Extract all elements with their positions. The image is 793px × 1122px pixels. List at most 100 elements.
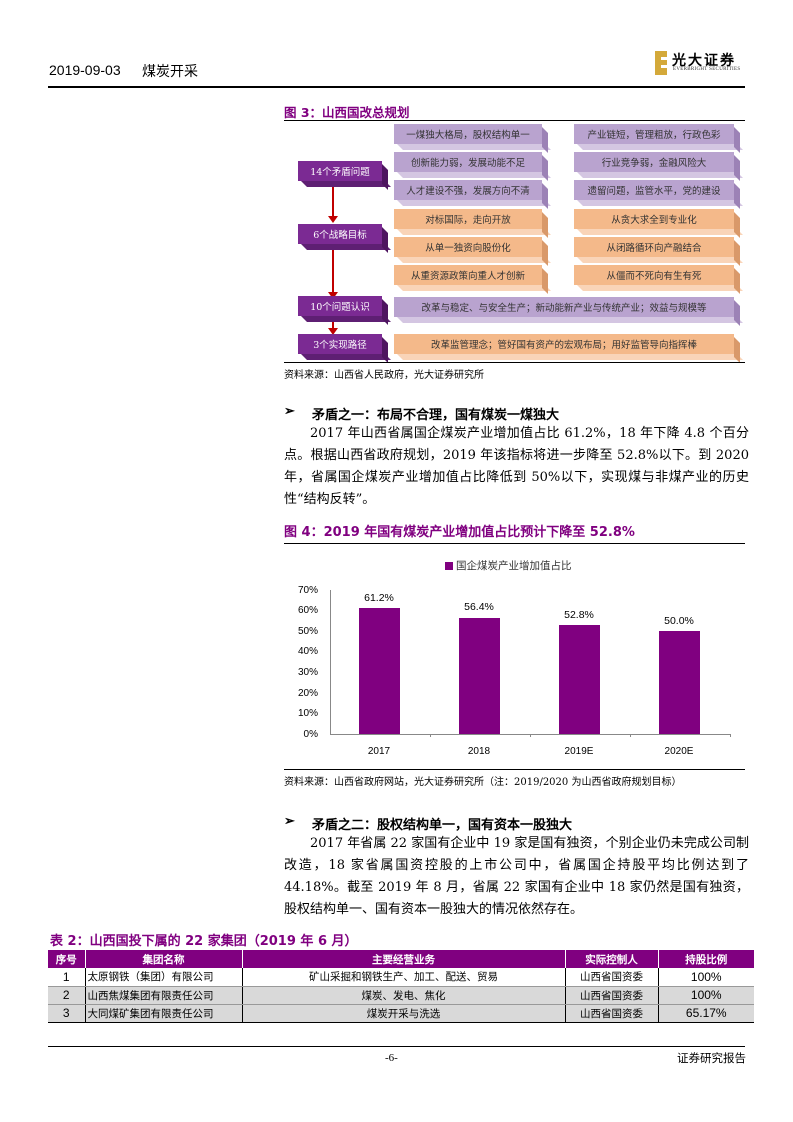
page-number: -6-: [385, 1052, 398, 1064]
x-tick: 2020E: [664, 746, 694, 757]
x-tick-mark: [530, 734, 531, 737]
stage-box-problems: 14个矛盾问题: [298, 161, 382, 181]
table-header-row: 序号 集团名称 主要经营业务 实际控制人 持股比例: [48, 950, 754, 968]
figure3-source: 资料来源：山西省人民政府，光大证券研究所: [284, 370, 484, 381]
x-tick: 2018: [467, 746, 491, 757]
section1-paragraph: 2017 年山西省属国企煤炭产业增加值占比 61.2%，18 年下降 4.8 个…: [284, 426, 749, 507]
y-tick: 30%: [297, 667, 318, 678]
report-topic: 煤炭开采: [142, 64, 198, 80]
col-header-name: 集团名称: [85, 950, 243, 968]
cell-business: 煤炭、发电、焦化: [242, 986, 566, 1005]
bar-2018: [459, 618, 500, 734]
col-header-share: 持股比例: [658, 950, 754, 968]
cell-name: 太原钢铁（集团）有限公司: [85, 968, 243, 987]
col-header-business: 主要经营业务: [242, 950, 566, 968]
bar-label: 56.4%: [464, 601, 494, 613]
logo-mark-icon: [655, 51, 667, 75]
problem-box: 一煤独大格局，股权结构单一: [394, 124, 542, 144]
bar-2020e: [659, 631, 700, 734]
goal-box: 从僵而不死向有生有死: [574, 265, 734, 285]
goal-box: 从闭路循环向产融结合: [574, 237, 734, 257]
paths-box: 改革监管理念；管好国有资产的宏观布局；用好监管导向指挥棒: [394, 334, 734, 354]
stage-box-goals: 6个战略目标: [298, 224, 382, 244]
figure4-bottom-rule: [284, 769, 745, 770]
legend-label: 国企煤炭产业增加值占比: [456, 560, 572, 572]
section2-paragraph: 2017 年省属 22 家国有企业中 19 家是国有独资，个别企业仍未完成公司制…: [284, 836, 749, 917]
figure4-top-rule: [284, 543, 745, 544]
cell-name: 大同煤矿集团有限责任公司: [85, 1004, 243, 1023]
cell-controller: 山西省国资委: [565, 1004, 659, 1023]
cell-share: 65.17%: [658, 1004, 754, 1023]
y-tick: 50%: [297, 626, 318, 637]
table-row: 3 大同煤矿集团有限责任公司 煤炭开采与洗选 山西省国资委 65.17%: [48, 1004, 754, 1023]
bar-label: 50.0%: [664, 615, 694, 627]
arrow-down-icon: [328, 216, 338, 223]
cell-index: 3: [48, 1004, 86, 1023]
header-divider: [48, 86, 745, 88]
bar-label: 61.2%: [364, 592, 394, 604]
everbright-logo: 光大证券 EVERBRIGHT SECURITIES: [655, 51, 747, 75]
y-tick: 70%: [297, 585, 318, 596]
figure4-title: 图 4：2019 年国有煤炭产业增加值占比预计下降至 52.8%: [284, 525, 635, 540]
arrow-down-icon: [328, 328, 338, 335]
legend-swatch-icon: [445, 561, 453, 570]
cell-controller: 山西省国资委: [565, 986, 659, 1005]
table2-title: 表 2：山西国投下属的 22 家集团（2019 年 6 月）: [50, 934, 358, 949]
figure3-title: 图 3：山西国改总规划: [284, 105, 410, 120]
goal-box: 对标国际，走向开放: [394, 209, 542, 229]
section2-bullet-icon: ➢: [284, 814, 295, 829]
x-tick: 2019E: [564, 746, 594, 757]
cell-name: 山西焦煤集团有限责任公司: [85, 986, 243, 1005]
x-tick-mark: [630, 734, 631, 737]
section1-heading: 矛盾之一：布局不合理，国有煤炭一煤独大: [312, 408, 560, 423]
y-tick: 20%: [297, 688, 318, 699]
col-header-controller: 实际控制人: [565, 950, 659, 968]
section2-heading: 矛盾之二：股权结构单一，国有资本一股独大: [312, 818, 573, 833]
goal-box: 从单一独资向股份化: [394, 237, 542, 257]
stage-box-paths: 3个实现路径: [298, 334, 382, 354]
cell-controller: 山西省国资委: [565, 968, 659, 987]
y-tick: 40%: [297, 646, 318, 657]
logo-text-en: EVERBRIGHT SECURITIES: [673, 67, 741, 72]
y-tick: 60%: [297, 605, 318, 616]
section1-bullet-icon: ➢: [284, 404, 295, 419]
y-tick: 0%: [303, 729, 318, 740]
figure3-top-rule: [284, 120, 745, 121]
problem-box: 人才建设不强，发展方向不清: [394, 180, 542, 200]
x-tick-mark: [430, 734, 431, 737]
cell-business: 矿山采掘和钢铁生产、加工、配送、贸易: [242, 968, 566, 987]
chart-legend: 国企煤炭产业增加值占比: [445, 558, 572, 573]
x-tick: 2017: [367, 746, 391, 757]
cell-share: 100%: [658, 968, 754, 987]
report-date: 2019-09-03: [49, 62, 121, 78]
bar-2017: [359, 608, 400, 734]
problem-box: 遗留问题，监管水平，党的建设: [574, 180, 734, 200]
arrow-line: [332, 322, 334, 330]
logo-text-cn: 光大证券: [672, 53, 736, 69]
arrow-line: [332, 250, 334, 294]
cell-index: 2: [48, 986, 86, 1005]
footer-divider: [48, 1046, 745, 1047]
goal-box: 从贪大求全到专业化: [574, 209, 734, 229]
table-row: 2 山西焦煤集团有限责任公司 煤炭、发电、焦化 山西省国资委 100%: [48, 986, 754, 1005]
cognition-box: 改革与稳定、与安全生产；新动能新产业与传统产业；效益与规模等: [394, 297, 734, 317]
cell-index: 1: [48, 968, 86, 987]
problem-box: 创新能力弱，发展动能不足: [394, 152, 542, 172]
problem-box: 产业链短，管理粗放，行政色彩: [574, 124, 734, 144]
y-tick: 10%: [297, 708, 318, 719]
arrow-line: [332, 187, 334, 217]
goal-box: 从重资源政策向重人才创新: [394, 265, 542, 285]
x-tick-mark: [730, 734, 731, 737]
col-header-index: 序号: [48, 950, 86, 968]
cell-share: 100%: [658, 986, 754, 1005]
figure3-bottom-rule: [284, 362, 745, 363]
bar-2019e: [559, 625, 600, 734]
footer-label: 证券研究报告: [677, 1051, 746, 1065]
problem-box: 行业竞争弱，金融风险大: [574, 152, 734, 172]
bar-label: 52.8%: [564, 609, 594, 621]
stage-box-cognition: 10个问题认识: [298, 296, 382, 316]
groups-table: 序号 集团名称 主要经营业务 实际控制人 持股比例 1 太原钢铁（集团）有限公司…: [48, 950, 754, 1023]
figure4-source: 资料来源：山西省政府网站，光大证券研究所（注：2019/2020 为山西省政府规…: [284, 777, 682, 788]
cell-business: 煤炭开采与洗选: [242, 1004, 566, 1023]
table-row: 1 太原钢铁（集团）有限公司 矿山采掘和钢铁生产、加工、配送、贸易 山西省国资委…: [48, 968, 754, 987]
